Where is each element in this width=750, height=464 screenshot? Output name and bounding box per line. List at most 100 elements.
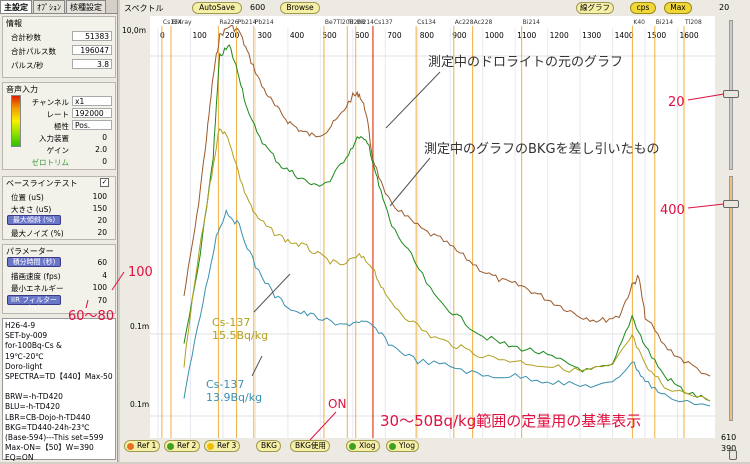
bottom-slider-thumb[interactable]: [729, 450, 737, 460]
ref1-button[interactable]: Ref 1: [124, 440, 161, 452]
series-line: [183, 44, 711, 402]
bkg-use-button[interactable]: BKG使用: [290, 440, 330, 452]
audio-row-rate[interactable]: レート 192000: [3, 108, 115, 119]
x-tick-label: 400: [290, 31, 305, 40]
browse-button[interactable]: Browse: [280, 2, 320, 14]
baseline-row-size: 大きさ (uS) 150: [3, 203, 115, 214]
audio-label: 入力装置: [39, 134, 69, 143]
autosave-button[interactable]: AutoSave: [192, 2, 242, 14]
baseline-row-max-slope[interactable]: 最大傾斜 (%) 20: [3, 215, 115, 226]
settings-panel: 主設定 ｵﾌﾟｼｮﾝ 核種設定 情報 合計秒数 51383 合計パルス数 196…: [0, 0, 118, 462]
cps-button[interactable]: cps: [630, 2, 656, 14]
note-line: SPECTRA=TD【440】Max-50: [5, 372, 113, 382]
audio-row-channel[interactable]: チャンネル x1: [3, 96, 115, 107]
audio-row-polarity[interactable]: 極性 Pos.: [3, 120, 115, 131]
peak-label: Tl208: [347, 19, 365, 26]
xlog-dot-icon: [349, 443, 356, 450]
tab-options[interactable]: ｵﾌﾟｼｮﾝ: [33, 0, 65, 13]
peak-label: BiXray: [172, 19, 192, 26]
x-tick-label: 1600: [680, 31, 699, 40]
params-label: 最小エネルギー: [11, 284, 64, 293]
audio-label: チャンネル: [31, 98, 69, 107]
baseline-label: 大きさ (uS): [11, 205, 52, 214]
integration-time-button[interactable]: 積分時間 (秒): [7, 257, 61, 267]
ref3-label: Ref 3: [217, 441, 237, 450]
series-line: [183, 24, 711, 377]
ylog-dot-icon: [389, 443, 396, 450]
zero-trim-value: 0: [102, 157, 107, 166]
audio-label: ゼロトリム: [31, 158, 70, 167]
ref2-label: Ref 2: [177, 441, 197, 450]
right-value-390: 390: [721, 444, 737, 453]
peak-label: Pb214: [238, 19, 257, 26]
baseline-value: 100: [92, 192, 107, 201]
line-graph-button[interactable]: 線グラフ: [576, 2, 614, 14]
tab-nuclide-settings[interactable]: 核種設定: [66, 0, 106, 13]
audio-label: レート: [46, 110, 70, 119]
xlog-button[interactable]: Xlog: [346, 440, 380, 452]
y-tick-label: 0.1m: [130, 400, 150, 409]
series-line: [183, 127, 711, 402]
note-line: for-100Bq-Cs &: [5, 341, 62, 351]
iir-filter-button[interactable]: IIR フィルター (%): [7, 295, 61, 312]
params-value: 60: [97, 258, 107, 267]
baseline-label: 位置 (uS): [11, 193, 44, 202]
max-slope-button[interactable]: 最大傾斜 (%): [7, 215, 61, 225]
params-row-fps: 描画速度 (fps) 4: [3, 270, 115, 281]
info-group-title: 情報: [6, 19, 22, 28]
baseline-row-max-noise: 最大ノイズ (%) 20: [3, 227, 115, 238]
right-value-610: 610: [721, 433, 737, 442]
ref3-button[interactable]: Ref 3: [204, 440, 241, 452]
peak-label: Ra226: [219, 19, 238, 26]
params-row-integration[interactable]: 積分時間 (秒) 60: [3, 257, 115, 268]
params-group-title: パラメーター: [6, 247, 54, 256]
ylog-button[interactable]: Ylog: [386, 440, 420, 452]
audio-group-title: 音声入力: [6, 85, 38, 94]
peak-label: Bi214: [357, 19, 374, 26]
params-row-iir[interactable]: IIR フィルター (%) 70: [3, 295, 115, 312]
spectrum-plot[interactable]: 0 100 200 300 400 500 600 700 800 900 1000 1100 1200…: [150, 16, 717, 438]
x-tick-label: 1000: [485, 31, 504, 40]
rate-select[interactable]: 192000: [72, 108, 112, 118]
spectrum-title: スペクトル: [124, 4, 164, 13]
window-slider-track[interactable]: [729, 176, 733, 421]
params-value: 100: [92, 283, 107, 292]
baseline-checkbox[interactable]: ✓: [100, 178, 109, 187]
ref2-button[interactable]: Ref 2: [164, 440, 201, 452]
polarity-select[interactable]: Pos.: [72, 120, 112, 130]
info-label: 合計パルス数: [11, 47, 56, 56]
window-slider-thumb[interactable]: [723, 200, 739, 208]
parameters-group: パラメーター 積分時間 (秒) 60 描画速度 (fps) 4 最小エネルギー …: [2, 244, 116, 314]
info-value: 196047: [72, 45, 112, 55]
input-level-meter: [11, 95, 21, 147]
note-line: 19℃-20℃: [5, 351, 44, 361]
baseline-value: 20: [97, 228, 107, 237]
y-tick-label: 0.1m: [130, 322, 150, 331]
max-button[interactable]: Max: [664, 2, 692, 14]
ref1-dot-icon: [127, 443, 134, 450]
note-line: Doro-light: [5, 361, 43, 371]
audio-row-device: 入力装置 0: [3, 132, 115, 143]
channel-select[interactable]: x1: [72, 96, 112, 106]
x-tick-label: 300: [257, 31, 272, 40]
series-line: [183, 208, 711, 407]
params-row-min-energy: 最小エネルギー 100: [3, 282, 115, 293]
ref2-dot-icon: [167, 443, 174, 450]
gain-value: 2.0: [95, 145, 107, 154]
note-line: (Base-594)---This set=599: [5, 433, 104, 443]
info-group: 情報 合計秒数 51383 合計パルス数 196047 パルス/秒 3.8: [2, 16, 116, 78]
note-line: [5, 382, 113, 392]
note-line: BKG=TD440-24h-23℃: [5, 422, 90, 432]
note-line: SET-by-009: [5, 331, 48, 341]
info-value: 51383: [72, 31, 112, 41]
tab-main-settings[interactable]: 主設定: [0, 0, 32, 13]
info-value: 3.8: [72, 59, 112, 69]
threshold-slider-thumb[interactable]: [723, 90, 739, 98]
x-tick-label: 1300: [582, 31, 601, 40]
peak-label: Be7Tl208: [325, 19, 354, 26]
spectrum-panel: スペクトル AutoSave 600 Browse 線グラフ cps Max 0…: [120, 0, 717, 462]
audio-input-group: 音声入力 チャンネル x1 レート 192000 極性 Pos. 入力装置 0 …: [2, 82, 116, 170]
spectrum-chart: 0 100 200 300 400 500 600 700 800 900 1000 1100 1200…: [150, 19, 717, 438]
info-row-pulse-rate: パルス/秒 3.8: [3, 59, 115, 70]
bkg-button[interactable]: BKG: [256, 440, 281, 452]
